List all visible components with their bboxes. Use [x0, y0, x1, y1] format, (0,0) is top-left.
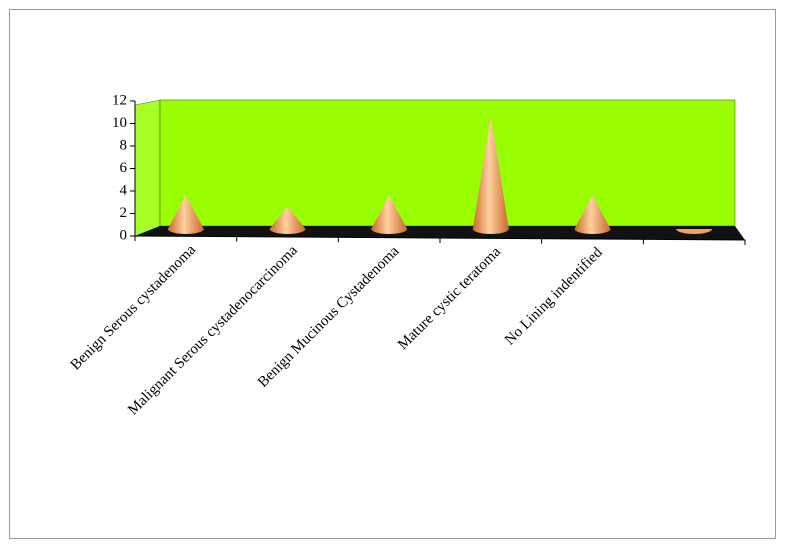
y-tick-label: 6 [120, 160, 128, 176]
back-wall [159, 99, 736, 227]
cone [676, 229, 713, 234]
cone [574, 195, 611, 234]
y-tick-label: 12 [112, 92, 127, 108]
chart-border [9, 9, 776, 539]
y-tick-label: 2 [120, 205, 128, 221]
y-tick-label: 4 [120, 182, 128, 198]
y-tick-label: 10 [112, 115, 127, 131]
cone [269, 206, 306, 234]
cone [167, 195, 204, 234]
y-tick-label: 8 [120, 137, 128, 153]
y-tick-label: 0 [120, 227, 128, 243]
side-wall [134, 99, 161, 237]
cone [371, 195, 408, 234]
cone [472, 116, 509, 234]
